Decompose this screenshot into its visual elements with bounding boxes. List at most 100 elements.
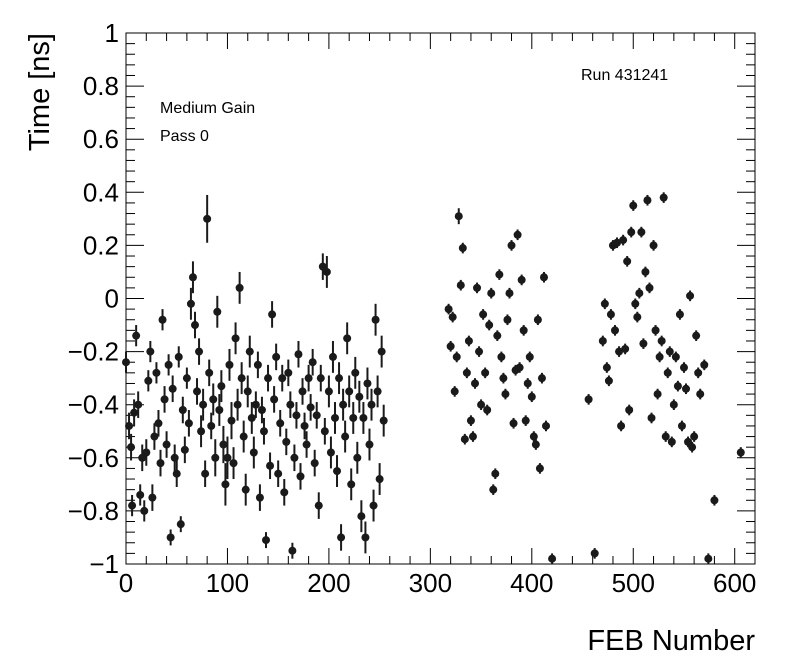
- data-point: [162, 440, 171, 449]
- data-point: [294, 350, 303, 359]
- data-point: [174, 352, 183, 361]
- data-point: [140, 506, 149, 515]
- data-point: [519, 326, 528, 335]
- data-point: [659, 193, 668, 202]
- data-point: [610, 326, 619, 335]
- data-point: [663, 368, 672, 377]
- data-point: [641, 267, 650, 276]
- data-point: [249, 448, 258, 457]
- data-point: [665, 347, 674, 356]
- data-point: [296, 472, 305, 481]
- data-point: [203, 214, 212, 223]
- data-point: [507, 241, 516, 250]
- y-tick-label: −0.8: [68, 496, 119, 526]
- data-point: [491, 469, 500, 478]
- data-point: [278, 374, 287, 383]
- data-point: [337, 533, 346, 542]
- data-point: [330, 413, 339, 422]
- data-point: [229, 459, 238, 468]
- data-point: [473, 283, 482, 292]
- data-point: [637, 228, 646, 237]
- data-point: [736, 448, 745, 457]
- data-point: [178, 406, 187, 415]
- data-point: [458, 244, 467, 253]
- data-point: [489, 485, 498, 494]
- data-point: [128, 501, 137, 510]
- data-point: [501, 390, 510, 399]
- data-point: [623, 257, 632, 266]
- data-point: [509, 419, 518, 428]
- data-point: [286, 400, 295, 409]
- data-point: [481, 368, 490, 377]
- data-point: [160, 395, 169, 404]
- data-point: [493, 331, 502, 340]
- data-point: [276, 419, 285, 428]
- data-point: [450, 387, 459, 396]
- data-point: [456, 281, 465, 290]
- data-point: [320, 427, 329, 436]
- y-tick-label: 0.2: [83, 230, 119, 260]
- data-point: [304, 374, 313, 383]
- data-point: [460, 435, 469, 444]
- data-point: [314, 501, 323, 510]
- data-point: [604, 376, 613, 385]
- data-point: [221, 480, 230, 489]
- data-point: [272, 352, 281, 361]
- data-point: [349, 413, 358, 422]
- data-point: [148, 493, 157, 502]
- data-point: [653, 390, 662, 399]
- data-point: [497, 352, 506, 361]
- data-point: [306, 403, 315, 412]
- data-point: [188, 273, 197, 282]
- data-point: [310, 459, 319, 468]
- data-point: [288, 546, 297, 555]
- data-point: [290, 453, 299, 462]
- x-tick-label: 600: [713, 568, 756, 598]
- data-point: [253, 360, 262, 369]
- data-point: [629, 201, 638, 210]
- annotation-run-number: Run 431241: [581, 67, 668, 84]
- data-point: [677, 421, 686, 430]
- data-point: [209, 395, 218, 404]
- data-point: [144, 376, 153, 385]
- data-point: [302, 440, 311, 449]
- data-points: [122, 192, 745, 564]
- data-point: [122, 358, 130, 367]
- data-point: [470, 379, 479, 388]
- data-point: [613, 238, 622, 247]
- data-point: [710, 496, 719, 505]
- data-point: [282, 437, 291, 446]
- data-point: [651, 326, 660, 335]
- x-tick-label: 100: [206, 568, 249, 598]
- data-point: [156, 459, 165, 468]
- data-point: [343, 334, 352, 343]
- data-point: [533, 315, 542, 324]
- data-point: [529, 432, 538, 441]
- data-point: [335, 374, 344, 383]
- data-point: [235, 283, 244, 292]
- data-point: [298, 387, 307, 396]
- data-point: [667, 437, 676, 446]
- annotation-medium-gain: Medium Gain: [160, 100, 255, 117]
- data-point: [326, 448, 335, 457]
- data-point: [182, 374, 191, 383]
- data-point: [548, 554, 557, 563]
- data-point: [477, 400, 486, 409]
- data-point: [525, 352, 534, 361]
- x-tick-label: 300: [409, 568, 452, 598]
- data-point: [598, 336, 607, 345]
- data-point: [444, 305, 453, 314]
- data-point: [643, 196, 652, 205]
- data-point: [619, 236, 628, 245]
- data-point: [635, 289, 644, 298]
- data-point: [251, 400, 260, 409]
- data-point: [464, 336, 473, 345]
- data-point: [355, 392, 364, 401]
- data-point: [227, 416, 236, 425]
- data-point: [468, 432, 477, 441]
- data-point: [369, 501, 378, 510]
- data-point: [213, 307, 222, 316]
- data-point: [617, 421, 626, 430]
- data-point: [446, 342, 455, 351]
- data-point: [527, 392, 536, 401]
